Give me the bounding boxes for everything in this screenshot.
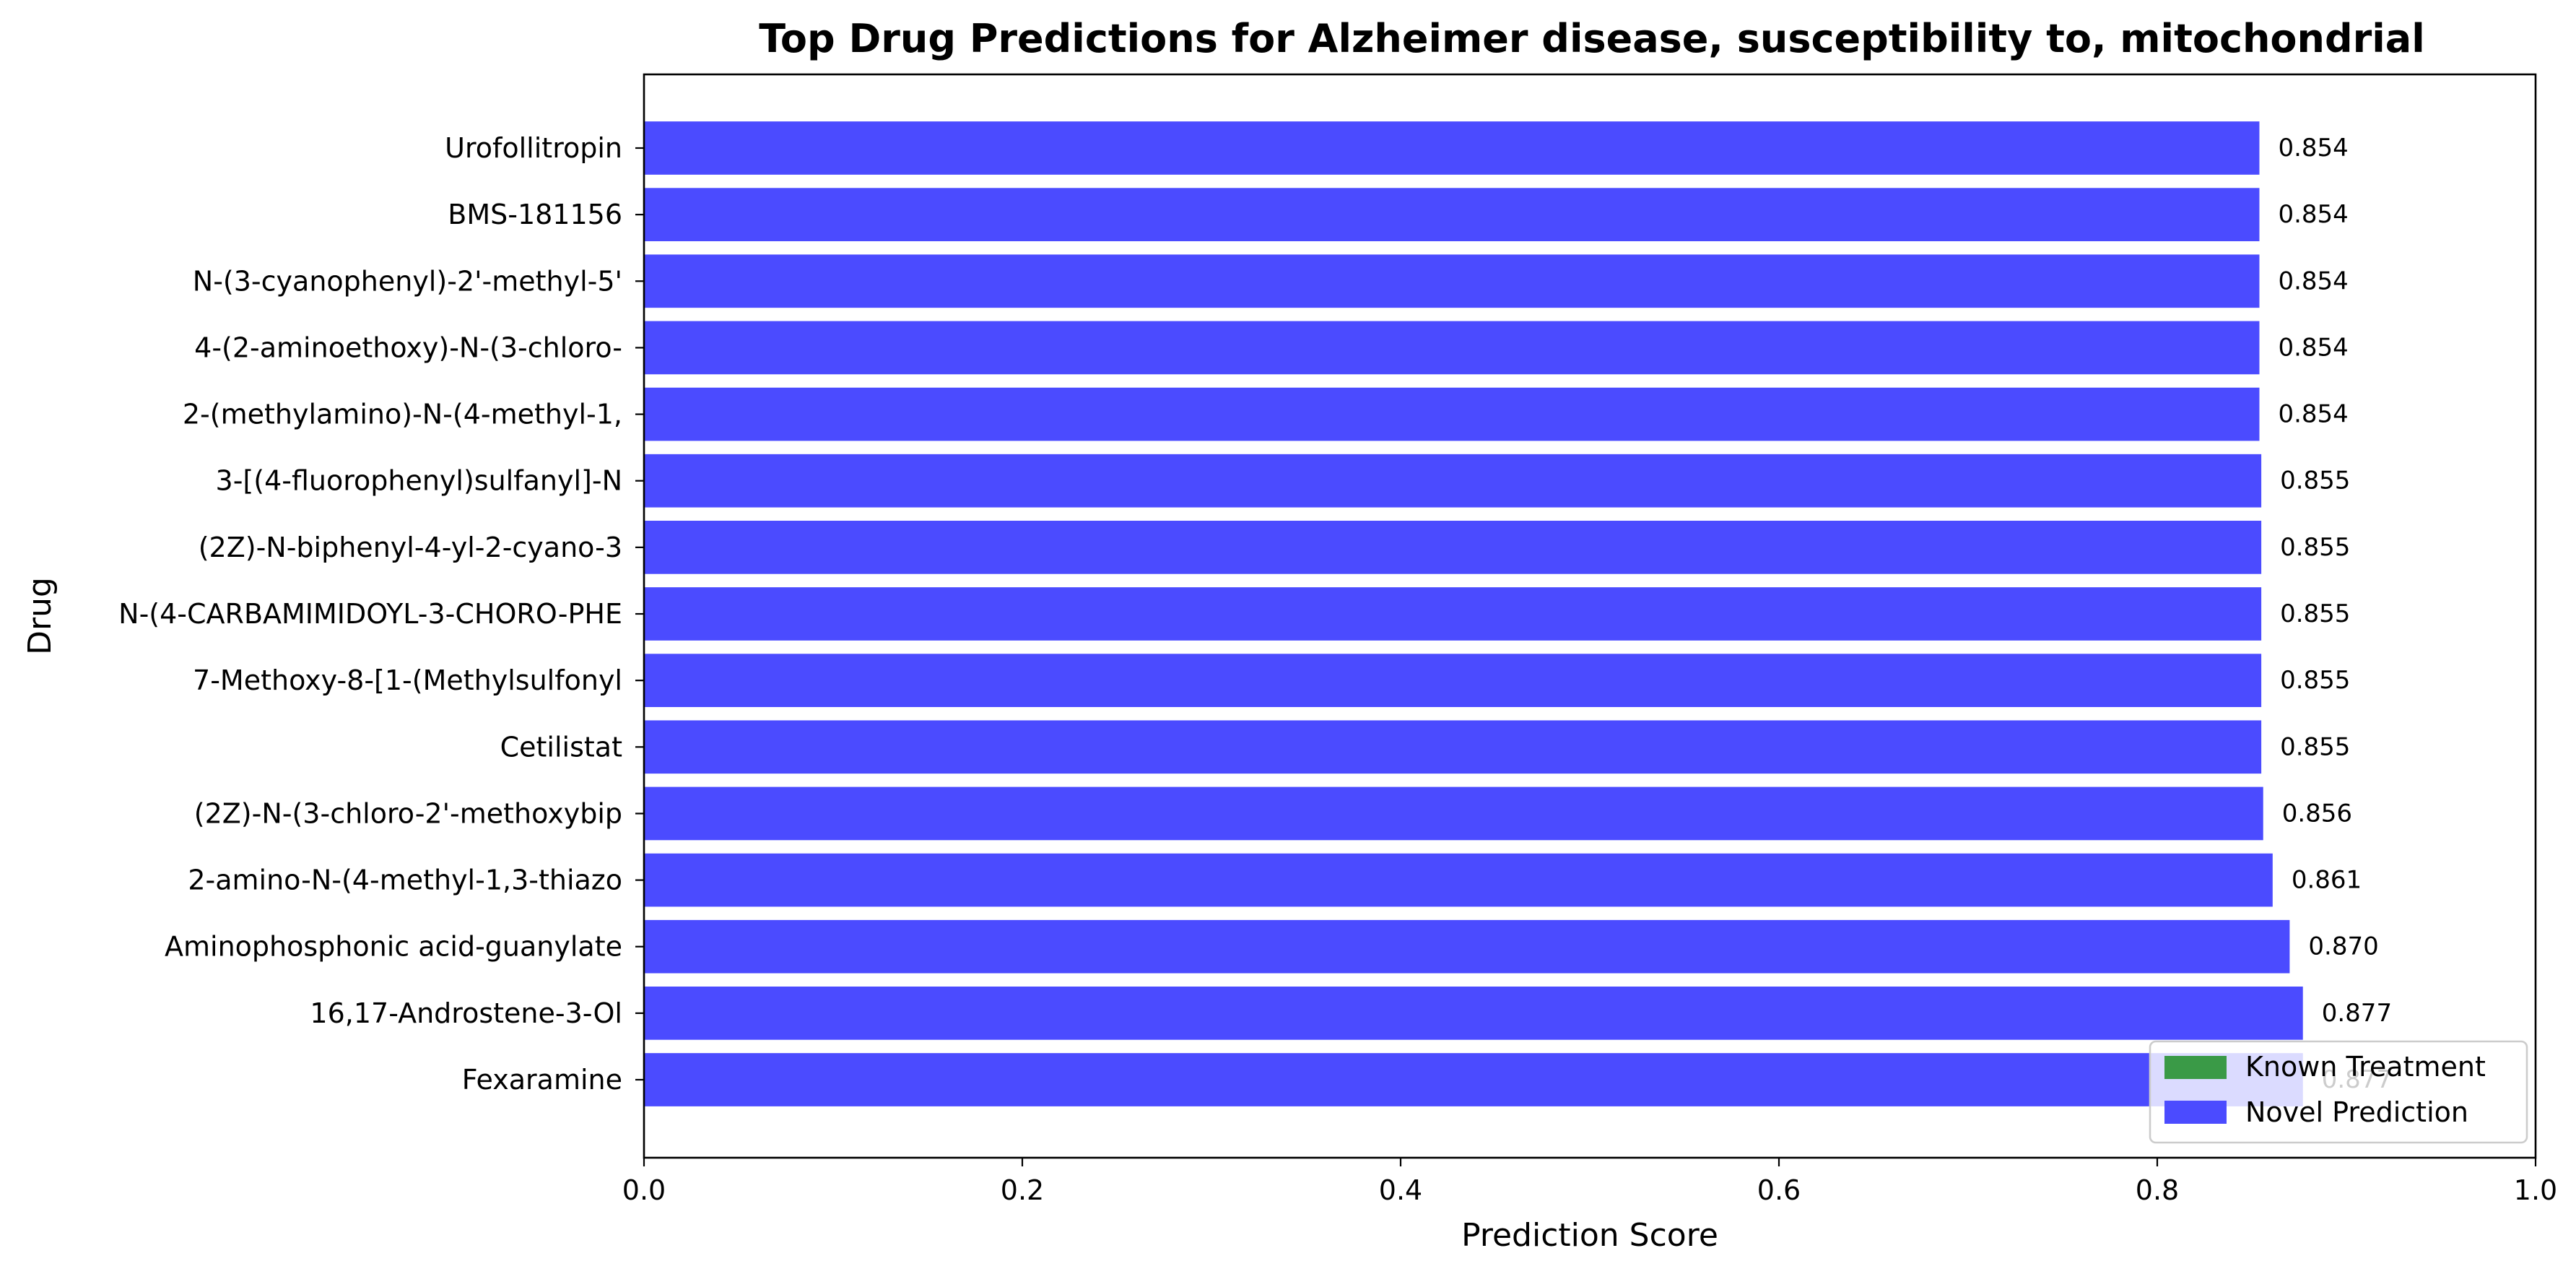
- bar-value-label: 0.861: [2292, 866, 2362, 895]
- bar-value-label: 0.854: [2278, 333, 2348, 362]
- legend-label-known-treatment: Known Treatment: [2245, 1051, 2486, 1083]
- x-axis-ticks: 0.0 0.2 0.4 0.6 0.8 1.0: [622, 1158, 2557, 1206]
- x-tick-label: 0.2: [1001, 1174, 1044, 1206]
- y-tick-label: 4-(2-aminoethoxy)-N-(3-chloro-: [194, 332, 622, 363]
- x-axis-label: Prediction Score: [1461, 1217, 1718, 1254]
- y-tick-label: N-(4-CARBAMIMIDOYL-3-CHORO-PHE: [118, 598, 622, 630]
- bar: [644, 587, 2262, 641]
- bar-value-label: 0.854: [2278, 266, 2348, 295]
- bar: [644, 786, 2263, 841]
- x-tick-label: 0.8: [2136, 1174, 2179, 1206]
- y-tick-label: 2-(methylamino)-N-(4-methyl-1,: [183, 399, 622, 430]
- y-tick-label: BMS-181156: [448, 199, 622, 230]
- chart-title: Top Drug Predictions for Alzheimer disea…: [759, 16, 2424, 61]
- y-tick-label: Urofollitropin: [445, 132, 622, 164]
- y-tick-label: 2-amino-N-(4-methyl-1,3-thiazo: [188, 864, 622, 896]
- bar-value-label: 0.870: [2308, 932, 2378, 961]
- legend-frame: [2149, 1040, 2528, 1144]
- bar-value-label: 0.877: [2322, 999, 2392, 1028]
- bar-value-label: 0.855: [2280, 732, 2350, 761]
- y-tick-label: Fexaramine: [462, 1064, 622, 1096]
- bar: [644, 853, 2273, 907]
- x-tick-label: 0.4: [1379, 1174, 1422, 1206]
- y-tick-label: N-(3-cyanophenyl)-2'-methyl-5': [193, 265, 622, 297]
- bar: [644, 121, 2260, 175]
- bar: [644, 987, 2303, 1040]
- bar: [644, 387, 2260, 441]
- x-tick-label: 0.0: [622, 1174, 666, 1206]
- legend-label-novel-prediction: Novel Prediction: [2245, 1096, 2468, 1128]
- legend: Known Treatment Novel Prediction: [2149, 1040, 2528, 1144]
- bar-value-label: 0.856: [2282, 799, 2352, 828]
- bar: [644, 720, 2262, 774]
- bar-value-label: 0.854: [2278, 400, 2348, 429]
- y-tick-label: (2Z)-N-(3-chloro-2'-methoxybip: [194, 797, 622, 829]
- x-tick-label: 1.0: [2514, 1174, 2557, 1206]
- bar: [644, 521, 2262, 574]
- bars-group: [644, 121, 2303, 1106]
- bar-value-label: 0.854: [2278, 200, 2348, 229]
- legend-swatch-known-treatment: [2164, 1056, 2227, 1079]
- bar: [644, 454, 2262, 508]
- bar: [644, 321, 2260, 375]
- y-tick-label: Aminophosphonic acid-guanylate: [165, 931, 622, 963]
- y-tick-label: 3-[(4-fluorophenyl)sulfanyl]-N: [216, 465, 622, 497]
- bar: [644, 1053, 2303, 1106]
- bar: [644, 254, 2260, 308]
- bar: [644, 919, 2290, 974]
- y-tick-label: 7-Methoxy-8-[1-(Methylsulfonyl: [193, 664, 622, 696]
- y-axis-label: Drug: [22, 577, 58, 655]
- legend-swatch-novel-prediction: [2164, 1101, 2227, 1124]
- y-tick-label: 16,17-Androstene-3-Ol: [310, 997, 622, 1029]
- bar: [644, 654, 2262, 707]
- y-tick-label: Cetilistat: [500, 731, 622, 763]
- y-axis-ticks: Urofollitropin BMS-181156 N-(3-cyanophenyl…: [118, 132, 644, 1096]
- y-tick-label: (2Z)-N-biphenyl-4-yl-2-cyano-3: [199, 532, 622, 563]
- value-labels-group: 0.854 0.854 0.854 0.854 0.854 0.855 0.855 0.855…: [2278, 134, 2392, 1094]
- bar-value-label: 0.855: [2280, 599, 2350, 628]
- bar-value-label: 0.855: [2280, 666, 2350, 695]
- bar-value-label: 0.855: [2280, 533, 2350, 562]
- bar-value-label: 0.854: [2278, 134, 2348, 162]
- x-tick-label: 0.6: [1757, 1174, 1801, 1206]
- plot-frame: [643, 73, 2537, 1159]
- bar-value-label: 0.855: [2280, 467, 2350, 495]
- bar: [644, 188, 2260, 241]
